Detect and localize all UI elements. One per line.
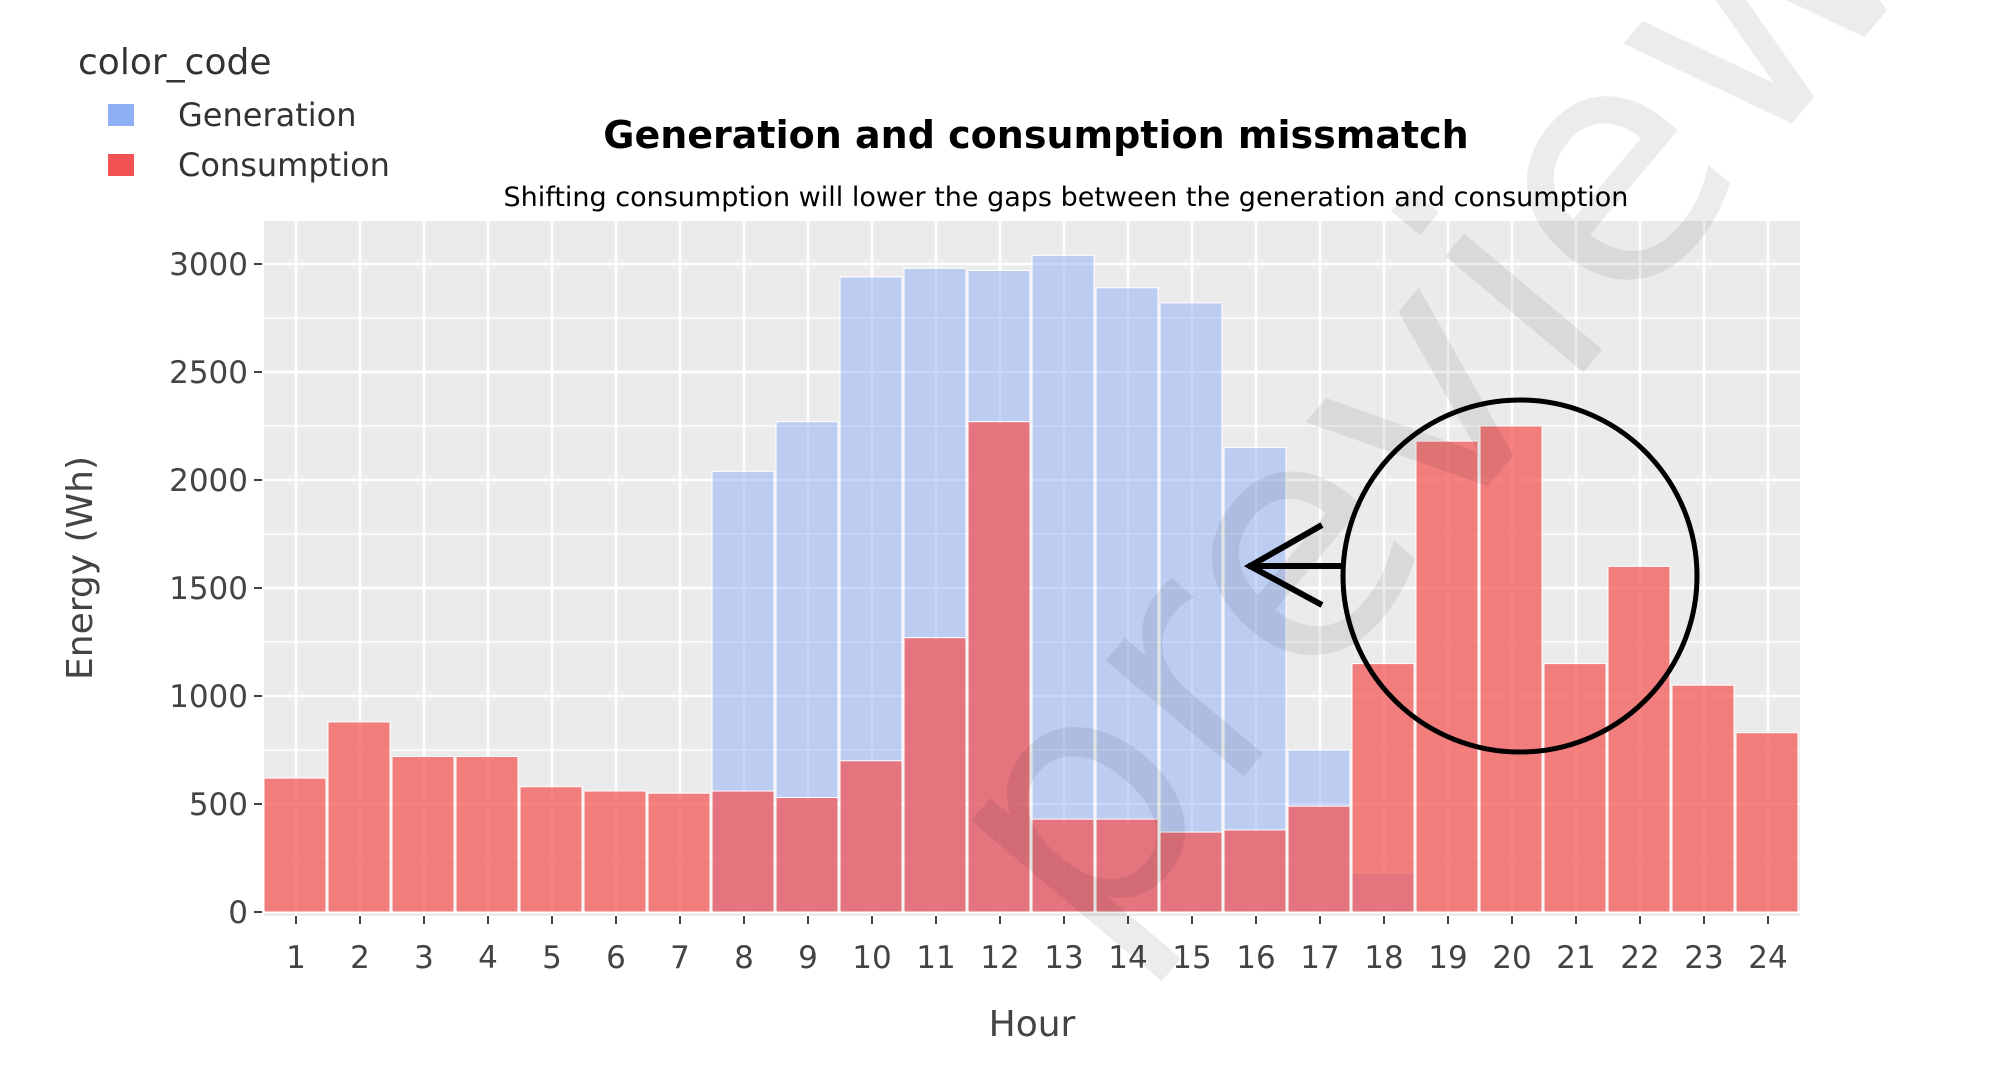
bar-consumption-hour-13 <box>1031 818 1095 913</box>
y-tick-label: 2500 <box>169 355 248 391</box>
bar-consumption-hour-20 <box>1479 425 1543 913</box>
bar-consumption-hour-8 <box>711 790 775 913</box>
legend-label-generation: Generation <box>178 96 357 134</box>
y-tick-label: 0 <box>228 895 248 931</box>
x-axis-label: Hour <box>989 1004 1076 1045</box>
bar-consumption-hour-1 <box>263 777 327 913</box>
bar-consumption-hour-11 <box>903 637 967 913</box>
bars <box>263 254 1799 913</box>
annotation-arrow <box>1243 522 1345 608</box>
x-tick-label: 6 <box>606 940 626 976</box>
legend-swatch-generation <box>108 104 134 126</box>
bar-consumption-hour-19 <box>1415 440 1479 913</box>
x-tick-label: 1 <box>286 940 306 976</box>
x-tick-label: 17 <box>1300 940 1339 976</box>
x-tick-label: 16 <box>1236 940 1275 976</box>
x-tick-label: 22 <box>1620 940 1659 976</box>
bar-consumption-hour-6 <box>583 790 647 913</box>
x-tick-label: 18 <box>1364 940 1403 976</box>
x-tick-label: 7 <box>670 940 690 976</box>
y-tick-label: 1500 <box>169 571 248 607</box>
bar-consumption-hour-12 <box>967 421 1031 913</box>
x-tick-label: 12 <box>980 940 1019 976</box>
bar-consumption-hour-3 <box>391 755 455 913</box>
y-axis-ticks: 0 500 1000 1500 2000 2500 3000 <box>169 247 262 931</box>
bar-consumption-hour-23 <box>1671 684 1735 913</box>
chart-subtitle: Shifting consumption will lower the gaps… <box>504 182 1629 213</box>
x-tick-label: 8 <box>734 940 754 976</box>
arrow-head <box>1243 522 1324 608</box>
bar-consumption-hour-24 <box>1735 732 1799 913</box>
bar-generation-hour-14 <box>1095 287 1159 913</box>
y-tick-label: 500 <box>189 787 248 823</box>
y-tick-label: 3000 <box>169 247 248 283</box>
bar-consumption-hour-4 <box>455 755 519 913</box>
x-tick-label: 19 <box>1428 940 1467 976</box>
bar-consumption-hour-15 <box>1159 831 1223 913</box>
x-tick-label: 11 <box>916 940 955 976</box>
x-tick-label: 2 <box>350 940 370 976</box>
x-tick-label: 21 <box>1556 940 1595 976</box>
bar-consumption-hour-14 <box>1095 818 1159 913</box>
chart-title: Generation and consumption missmatch <box>603 113 1468 157</box>
legend-title: color_code <box>78 42 271 83</box>
y-tick-label: 2000 <box>169 463 248 499</box>
annotation-circle <box>1340 397 1700 755</box>
x-tick-label: 15 <box>1172 940 1211 976</box>
x-tick-label: 4 <box>478 940 498 976</box>
bar-consumption-hour-16 <box>1223 829 1287 913</box>
x-tick-label: 23 <box>1684 940 1723 976</box>
legend-swatch-consumption <box>108 154 134 176</box>
bar-generation-hour-15 <box>1159 302 1223 913</box>
legend: color_code Generation Consumption <box>78 42 390 184</box>
legend-label-consumption: Consumption <box>178 146 390 184</box>
x-tick-label: 14 <box>1108 940 1147 976</box>
x-tick-label: 13 <box>1044 940 1083 976</box>
x-tick-label: 3 <box>414 940 434 976</box>
bar-consumption-hour-9 <box>775 797 839 913</box>
x-tick-label: 24 <box>1748 940 1787 976</box>
bar-generation-hour-13 <box>1031 254 1095 913</box>
bar-consumption-hour-22 <box>1607 565 1671 913</box>
x-axis-ticks: 1 2 3 4 5 6 7 8 9 10 11 12 13 14 15 16 17 18 19 20 21 22 23 24 <box>286 916 1788 976</box>
y-tick-label: 1000 <box>169 679 248 715</box>
x-tick-label: 20 <box>1492 940 1531 976</box>
bar-consumption-hour-7 <box>647 792 711 913</box>
bar-consumption-hour-5 <box>519 786 583 913</box>
x-tick-label: 10 <box>852 940 891 976</box>
bar-consumption-hour-10 <box>839 760 903 913</box>
bar-consumption-hour-21 <box>1543 663 1607 913</box>
x-tick-label: 9 <box>798 940 818 976</box>
x-tick-label: 5 <box>542 940 562 976</box>
y-axis-label: Energy (Wh) <box>60 456 101 680</box>
bar-consumption-hour-2 <box>327 721 391 913</box>
bar-consumption-hour-17 <box>1287 805 1351 913</box>
bar-consumption-hour-18 <box>1351 663 1415 913</box>
